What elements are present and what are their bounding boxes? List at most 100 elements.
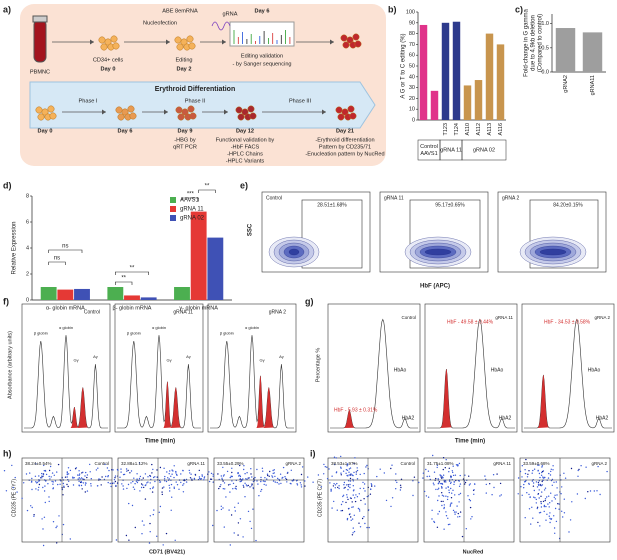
plot-name: gRNA 2 <box>591 461 607 466</box>
event-dot <box>350 497 352 500</box>
event-dot <box>153 509 155 511</box>
event-dot <box>359 526 362 528</box>
event-dot <box>541 480 543 483</box>
significance-bracket <box>115 281 133 285</box>
event-dot <box>353 514 355 516</box>
peak-label: HbA2 <box>596 415 609 421</box>
event-dot <box>66 472 69 474</box>
event-dot <box>151 491 154 493</box>
event-dot <box>348 471 350 473</box>
event-dot <box>424 490 426 493</box>
event-dot <box>548 515 550 517</box>
event-dot <box>128 539 130 541</box>
event-dot <box>431 509 433 511</box>
event-dot <box>154 480 156 483</box>
event-dot <box>539 476 541 479</box>
cell-icon <box>35 106 43 114</box>
event-dot <box>442 477 444 479</box>
event-dot <box>395 488 397 490</box>
event-dot <box>260 488 263 491</box>
significance-bracket <box>115 271 149 275</box>
event-dot <box>346 496 348 498</box>
event-dot <box>347 484 349 486</box>
event-dot <box>66 476 68 478</box>
event-dot <box>143 524 145 526</box>
event-dot <box>458 493 460 496</box>
event-dot <box>171 496 173 498</box>
event-dot <box>168 478 170 480</box>
arrow-head <box>222 39 226 45</box>
event-dot <box>537 521 539 524</box>
plot-name: gRNA 2 <box>269 309 286 315</box>
event-dot <box>100 484 102 486</box>
event-dot <box>432 482 435 484</box>
event-dot <box>556 487 558 489</box>
event-dot <box>40 477 42 479</box>
event-dot <box>80 484 83 487</box>
event-dot <box>542 476 544 478</box>
bar <box>174 287 190 300</box>
schematic-label: Nucleofection <box>143 20 177 26</box>
event-dot <box>328 468 330 470</box>
event-dot <box>282 466 285 469</box>
event-dot <box>78 473 81 475</box>
event-dot <box>134 526 136 529</box>
event-dot <box>538 480 540 482</box>
y-tick-label: 0 <box>26 297 29 303</box>
y-tick-label: 0.5 <box>541 45 549 51</box>
event-dot <box>185 481 188 483</box>
event-dot <box>343 481 346 484</box>
event-dot <box>334 487 336 489</box>
event-dot <box>256 468 258 471</box>
event-dot <box>333 456 336 458</box>
event-dot <box>227 484 230 486</box>
event-dot <box>243 468 245 471</box>
gate <box>409 199 481 269</box>
event-dot <box>440 476 442 478</box>
event-dot <box>517 477 520 479</box>
event-dot <box>130 482 132 484</box>
event-dot <box>523 483 525 486</box>
event-dot <box>450 487 452 490</box>
event-dot <box>35 481 37 483</box>
event-dot <box>141 533 143 535</box>
event-dot <box>543 504 546 507</box>
event-dot <box>353 471 355 474</box>
event-dot <box>85 471 87 474</box>
event-dot <box>307 476 309 478</box>
bar <box>40 287 57 300</box>
bar <box>582 32 603 72</box>
event-dot <box>550 468 552 470</box>
event-dot <box>364 522 366 525</box>
event-dot <box>30 505 32 507</box>
event-dot <box>523 487 525 489</box>
event-dot <box>427 496 430 498</box>
schematic-label: Day 6 <box>255 8 270 14</box>
event-dot <box>469 506 472 509</box>
event-dot <box>173 476 175 479</box>
event-dot <box>549 512 551 514</box>
event-dot <box>95 469 98 471</box>
gate <box>301 199 363 269</box>
event-dot <box>450 481 452 483</box>
event-dot <box>443 528 445 530</box>
plot-frame <box>114 303 204 433</box>
event-dot <box>399 489 402 491</box>
event-dot <box>352 494 354 496</box>
event-dot <box>562 516 564 518</box>
event-dot <box>369 493 372 495</box>
cell-icon <box>352 33 360 41</box>
event-dot <box>248 477 250 479</box>
event-dot <box>520 486 522 488</box>
event-dot <box>31 488 33 491</box>
event-dot <box>441 482 443 485</box>
event-dot <box>35 463 37 465</box>
cell-icon <box>100 43 108 51</box>
event-dot <box>442 468 444 471</box>
peak-label: Gγ <box>167 357 172 362</box>
event-dot <box>138 462 141 464</box>
event-dot <box>167 477 169 479</box>
event-dot <box>26 509 29 512</box>
event-dot <box>540 502 542 505</box>
legend-label: AAVS1 <box>180 198 200 204</box>
